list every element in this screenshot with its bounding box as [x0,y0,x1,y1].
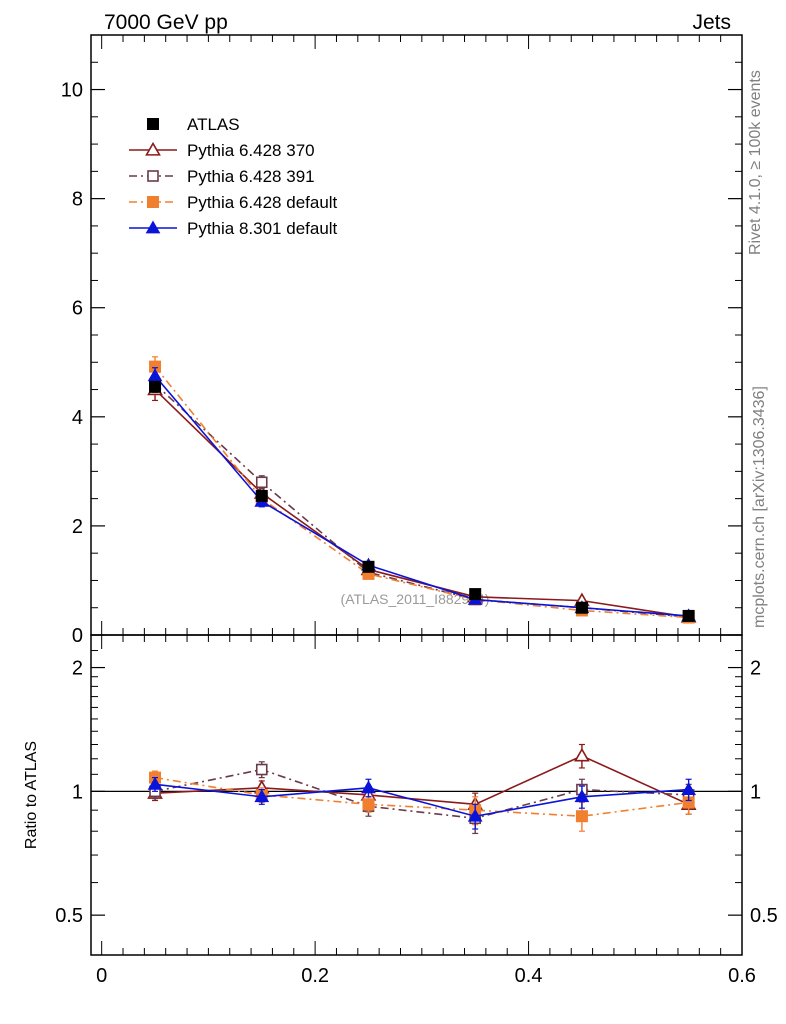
legend-entry-atlas: ATLAS [147,115,240,134]
mcplots-reference-label: mcplots.cern.ch [arXiv:1306.3436] [751,386,768,628]
main-point-atlas [149,380,162,393]
ratio-y-tick-label: 0.5 [55,905,83,927]
legend-marker-p6def [147,196,159,208]
x-axis: 0 0.2 0.4 0.6 [96,635,756,987]
legend: ATLAS Pythia 6.428 370 Pythia 6.428 391 Pyt… [129,115,338,238]
ratio-series-line-p391 [154,768,689,820]
ratio-series-line-p6def [154,776,689,818]
ratio-y-tick-label: 2 [72,658,83,680]
x-tick-label: 0.6 [728,965,756,987]
ratio-y-tick-label: 1 [72,781,83,803]
ratio-y-tick-label-right: 0.5 [750,905,778,927]
main-series-line-p8def [154,375,689,617]
ratio-y-tick-label-right: 2 [750,658,761,680]
legend-entry-p370: Pythia 6.428 370 [129,141,315,160]
legend-marker-p391 [147,170,159,182]
ratio-plot-frame [90,634,743,956]
x-tick-label: 0.2 [301,965,329,987]
main-point-p8def [147,368,163,382]
main-series-group [147,356,697,624]
legend-label-p6def: Pythia 6.428 default [187,193,338,212]
main-series-line-p6def [154,366,689,619]
main-plot-panel: 0 2 4 6 8 10 (ATLAS_2011_I882984) ATLAS Pythia… [61,34,743,647]
ratio-y-axis-label: Ratio to ATLAS [23,741,40,849]
main-series-line-p391 [154,383,689,618]
main-y-tick-label: 2 [72,516,83,538]
main-y-axis: 0 2 4 6 8 10 [61,61,742,647]
main-point-p391 [255,476,268,489]
ratio-series-p391 [149,761,695,835]
legend-entry-p8def: Pythia 8.301 default [129,219,338,238]
ratio-point-p8def [574,789,590,803]
ratio-series-p8def [147,776,697,830]
main-y-tick-label: 0 [72,625,83,647]
ratio-plot-panel: 0.5 0.5 1 1 2 2 0 0.2 0.4 0.6 Ratio to ATLAS [23,634,778,987]
x-tick-label: 0.4 [515,965,543,987]
ratio-point-p370 [574,747,590,762]
ratio-series-line-p370 [154,754,689,806]
legend-marker-p8def [145,220,161,234]
legend-label-p370: Pythia 6.428 370 [187,141,315,160]
analysis-watermark: (ATLAS_2011_I882984) [341,591,490,607]
ratio-point-p8def [361,780,376,794]
header-energy-label: 7000 GeV pp [104,11,228,34]
main-series-p8def [147,367,697,622]
main-point-atlas [362,560,375,573]
main-y-tick-label: 8 [72,189,83,211]
ratio-y-axis: 0.5 0.5 1 1 2 2 [55,650,778,927]
legend-label-atlas: ATLAS [187,115,240,134]
ratio-point-p8def [681,782,697,795]
ratio-point-p6def [362,798,375,811]
main-y-tick-label: 6 [72,298,83,320]
main-point-atlas [575,601,588,614]
ratio-point-p8def [147,776,163,790]
legend-marker-atlas [147,118,159,130]
legend-label-p391: Pythia 6.428 391 [187,167,315,186]
rivet-version-label: Rivet 4.1.0, ≥ 100k events [747,70,764,255]
legend-entry-p391: Pythia 6.428 391 [129,167,315,186]
ratio-point-p8def [254,789,270,803]
legend-label-p8def: Pythia 8.301 default [187,219,338,238]
ratio-point-p6def [575,810,588,823]
ratio-series-line-p8def [154,783,689,818]
main-point-atlas [255,489,268,502]
main-series-p370 [147,378,697,623]
legend-entry-p6def: Pythia 6.428 default [129,193,338,212]
ratio-point-p391 [255,763,268,776]
main-series-atlas [149,380,695,622]
header-process-label: Jets [692,11,731,34]
ratio-series-p6def [149,770,695,832]
main-point-atlas [469,588,482,601]
ratio-point-p8def [467,808,483,822]
main-y-tick-label: 4 [72,407,83,429]
ratio-series-p370 [147,743,697,817]
x-tick-label: 0 [96,965,107,987]
main-point-atlas [682,609,695,622]
ratio-series-group [147,743,697,835]
main-series-p391 [149,375,695,623]
legend-marker-p370 [145,141,161,156]
main-y-tick-label: 10 [61,80,83,102]
ratio-y-tick-label-right: 1 [750,781,761,803]
main-x-axis-ticks [101,35,743,635]
